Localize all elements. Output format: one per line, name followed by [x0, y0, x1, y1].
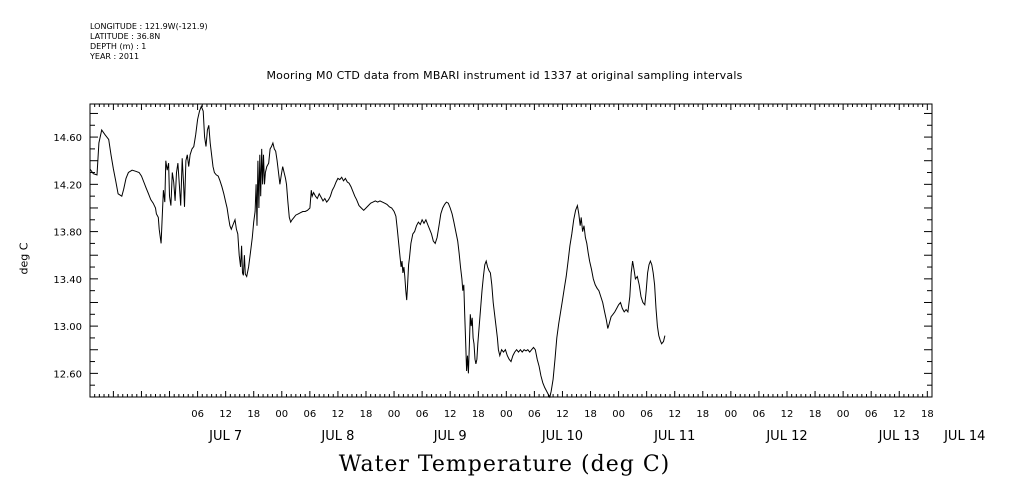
x-hour-tick-label: 12 — [781, 409, 794, 420]
x-hour-tick-label: 06 — [416, 409, 429, 420]
x-hour-tick-label: 06 — [640, 409, 653, 420]
y-tick-label: 14.20 — [53, 180, 82, 191]
longitude-text: LONGITUDE : 121.9W(-121.9) — [90, 22, 208, 31]
station-metadata: LONGITUDE : 121.9W(-121.9) LATITUDE : 36… — [90, 22, 208, 62]
x-hour-tick-label: 18 — [696, 409, 709, 420]
x-hour-tick-label: 12 — [219, 409, 232, 420]
x-hour-tick-label: 12 — [332, 409, 345, 420]
x-axis-label: Water Temperature (deg C) — [338, 452, 671, 477]
x-hour-tick-label: 00 — [500, 409, 513, 420]
x-hour-tick-label: 06 — [753, 409, 766, 420]
x-hour-tick-label: 06 — [303, 409, 316, 420]
x-hour-tick-label: 18 — [921, 409, 934, 420]
y-tick-label: 13.80 — [53, 228, 82, 239]
x-hour-tick-label: 00 — [724, 409, 737, 420]
y-tick-label: 13.40 — [53, 275, 82, 286]
x-hour-tick-label: 18 — [809, 409, 822, 420]
x-day-label: JUL 9 — [433, 429, 467, 444]
x-hour-tick-label: 18 — [247, 409, 260, 420]
x-day-label: JUL 13 — [878, 429, 920, 444]
x-hour-tick-label: 00 — [612, 409, 625, 420]
x-hour-tick-label: 18 — [472, 409, 485, 420]
line-chart: 12.60 13.00 13.40 13.80 14.20 14.60 06 12 18 00 06… — [53, 103, 985, 444]
x-day-label: JUL 10 — [541, 429, 583, 444]
x-hour-tick-label: 12 — [893, 409, 906, 420]
y-tick-label: 12.60 — [53, 369, 82, 380]
x-day-label: JUL 8 — [320, 429, 354, 444]
y-tick-label: 14.60 — [53, 133, 82, 144]
latitude-text: LATITUDE : 36.8N — [90, 32, 161, 41]
x-hour-tick-label: 00 — [837, 409, 850, 420]
water-temperature-line — [89, 105, 666, 399]
x-hour-tick-label: 00 — [275, 409, 288, 420]
x-hour-tick-label: 06 — [528, 409, 541, 420]
x-hour-tick-label: 18 — [584, 409, 597, 420]
x-hour-tick-label: 06 — [865, 409, 878, 420]
depth-text: DEPTH (m) : 1 — [90, 42, 147, 51]
x-day-label: JUL 7 — [208, 429, 242, 444]
x-hour-tick-label: 12 — [444, 409, 457, 420]
y-tick-label: 13.00 — [53, 322, 82, 333]
x-hour-tick-label: 12 — [556, 409, 569, 420]
chart-title: Mooring M0 CTD data from MBARI instrumen… — [266, 69, 743, 82]
x-day-label: JUL 12 — [765, 429, 807, 444]
x-hour-tick-label: 06 — [191, 409, 204, 420]
axis-tick-labels: 12.60 13.00 13.40 13.80 14.20 14.60 06 12 18 00 06… — [53, 133, 985, 444]
x-hour-tick-label: 00 — [388, 409, 401, 420]
plot-frame — [89, 103, 933, 398]
x-hour-tick-label: 12 — [668, 409, 681, 420]
year-text: YEAR : 2011 — [90, 52, 140, 61]
axis-ticks — [89, 104, 933, 398]
x-day-label: JUL 11 — [653, 429, 695, 444]
x-day-label: JUL 14 — [943, 429, 985, 444]
x-hour-tick-label: 18 — [360, 409, 373, 420]
